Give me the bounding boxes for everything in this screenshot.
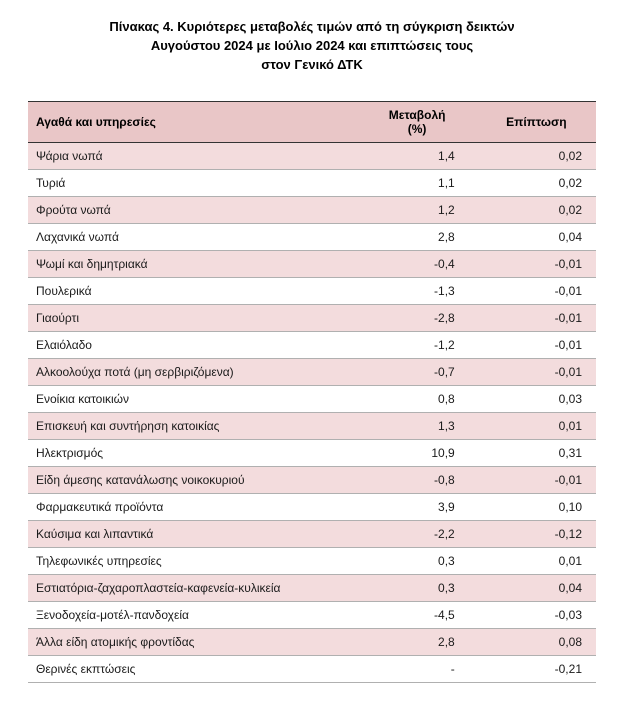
col-header-change-line1: Μεταβολή [389, 108, 446, 122]
cell-label: Τηλεφωνικές υπηρεσίες [28, 547, 357, 574]
cell-change: 0,3 [357, 574, 476, 601]
table-row: Ελαιόλαδο-1,2-0,01 [28, 331, 596, 358]
cell-label: Ενοίκια κατοικιών [28, 385, 357, 412]
table-row: Λαχανικά νωπά2,80,04 [28, 223, 596, 250]
table-row: Ψάρια νωπά1,40,02 [28, 142, 596, 169]
cell-change: 3,9 [357, 493, 476, 520]
cell-change: -0,8 [357, 466, 476, 493]
cell-impact: 0,02 [477, 169, 596, 196]
cell-impact: 0,04 [477, 223, 596, 250]
cell-impact: 0,10 [477, 493, 596, 520]
table-row: Ξενοδοχεία-μοτέλ-πανδοχεία-4,5-0,03 [28, 601, 596, 628]
cell-impact: 0,02 [477, 196, 596, 223]
cell-change: 0,8 [357, 385, 476, 412]
cell-label: Είδη άμεσης κατανάλωσης νοικοκυριού [28, 466, 357, 493]
cell-change: 0,3 [357, 547, 476, 574]
cell-impact: 0,31 [477, 439, 596, 466]
col-header-change-line2: (%) [408, 122, 427, 136]
table-row: Ενοίκια κατοικιών0,80,03 [28, 385, 596, 412]
cell-impact: 0,01 [477, 547, 596, 574]
cell-impact: 0,04 [477, 574, 596, 601]
cell-change: -0,4 [357, 250, 476, 277]
table-title: Πίνακας 4. Κυριότερες μεταβολές τιμών απ… [28, 18, 596, 75]
cell-label: Πουλερικά [28, 277, 357, 304]
cell-impact: 0,08 [477, 628, 596, 655]
table-row: Επισκευή και συντήρηση κατοικίας1,30,01 [28, 412, 596, 439]
cell-label: Επισκευή και συντήρηση κατοικίας [28, 412, 357, 439]
cell-impact: -0,01 [477, 358, 596, 385]
table-row: Εστιατόρια-ζαχαροπλαστεία-καφενεία-κυλικ… [28, 574, 596, 601]
table-row: Ηλεκτρισμός10,90,31 [28, 439, 596, 466]
table-row: Τυριά1,10,02 [28, 169, 596, 196]
cell-label: Ηλεκτρισμός [28, 439, 357, 466]
table-row: Γιαούρτι-2,8-0,01 [28, 304, 596, 331]
cell-change: 2,8 [357, 628, 476, 655]
table-row: Τηλεφωνικές υπηρεσίες0,30,01 [28, 547, 596, 574]
data-table: Αγαθά και υπηρεσίες Μεταβολή (%) Επίπτωσ… [28, 101, 596, 683]
cell-label: Λαχανικά νωπά [28, 223, 357, 250]
cell-impact: -0,01 [477, 250, 596, 277]
cell-label: Αλκοολούχα ποτά (μη σερβιριζόμενα) [28, 358, 357, 385]
table-row: Αλκοολούχα ποτά (μη σερβιριζόμενα)-0,7-0… [28, 358, 596, 385]
cell-label: Ψωμί και δημητριακά [28, 250, 357, 277]
cell-label: Τυριά [28, 169, 357, 196]
table-row: Ψωμί και δημητριακά-0,4-0,01 [28, 250, 596, 277]
table-row: Φρούτα νωπά1,20,02 [28, 196, 596, 223]
cell-change: 1,3 [357, 412, 476, 439]
table-row: Άλλα είδη ατομικής φροντίδας2,80,08 [28, 628, 596, 655]
cell-impact: 0,01 [477, 412, 596, 439]
cell-impact: -0,01 [477, 304, 596, 331]
table-title-line2: Αυγούστου 2024 με Ιούλιο 2024 και επιπτώ… [28, 37, 596, 56]
cell-impact: 0,02 [477, 142, 596, 169]
cell-impact: 0,03 [477, 385, 596, 412]
cell-change: -0,7 [357, 358, 476, 385]
table-row: Είδη άμεσης κατανάλωσης νοικοκυριού-0,8-… [28, 466, 596, 493]
cell-label: Ελαιόλαδο [28, 331, 357, 358]
cell-impact: -0,01 [477, 277, 596, 304]
table-row: Πουλερικά-1,3-0,01 [28, 277, 596, 304]
cell-label: Άλλα είδη ατομικής φροντίδας [28, 628, 357, 655]
cell-label: Γιαούρτι [28, 304, 357, 331]
cell-change: -2,2 [357, 520, 476, 547]
cell-impact: -0,12 [477, 520, 596, 547]
cell-label: Ξενοδοχεία-μοτέλ-πανδοχεία [28, 601, 357, 628]
cell-impact: -0,01 [477, 466, 596, 493]
cell-change: 1,2 [357, 196, 476, 223]
cell-change: 1,4 [357, 142, 476, 169]
cell-impact: -0,01 [477, 331, 596, 358]
cell-label: Φαρμακευτικά προϊόντα [28, 493, 357, 520]
table-title-line3: στον Γενικό ΔΤΚ [28, 56, 596, 75]
cell-label: Καύσιμα και λιπαντικά [28, 520, 357, 547]
col-header-label: Αγαθά και υπηρεσίες [28, 101, 357, 142]
table-header-row: Αγαθά και υπηρεσίες Μεταβολή (%) Επίπτωσ… [28, 101, 596, 142]
cell-label: Φρούτα νωπά [28, 196, 357, 223]
cell-change: -1,2 [357, 331, 476, 358]
cell-impact: -0,03 [477, 601, 596, 628]
cell-change: -1,3 [357, 277, 476, 304]
col-header-impact: Επίπτωση [477, 101, 596, 142]
cell-change: 10,9 [357, 439, 476, 466]
col-header-change: Μεταβολή (%) [357, 101, 476, 142]
cell-label: Εστιατόρια-ζαχαροπλαστεία-καφενεία-κυλικ… [28, 574, 357, 601]
cell-change: -4,5 [357, 601, 476, 628]
cell-label: Ψάρια νωπά [28, 142, 357, 169]
cell-change: -2,8 [357, 304, 476, 331]
table-row: Καύσιμα και λιπαντικά-2,2-0,12 [28, 520, 596, 547]
cell-change: 1,1 [357, 169, 476, 196]
table-title-line1: Πίνακας 4. Κυριότερες μεταβολές τιμών απ… [28, 18, 596, 37]
cell-change: 2,8 [357, 223, 476, 250]
table-row: Φαρμακευτικά προϊόντα3,90,10 [28, 493, 596, 520]
